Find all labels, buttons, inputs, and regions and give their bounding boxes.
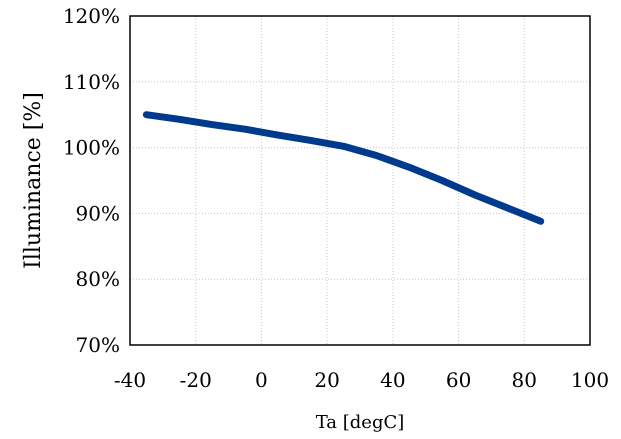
x-axis-title: Ta [degC]	[316, 412, 405, 433]
x-tick-label: 100	[571, 368, 609, 392]
x-tick-labels: -40 -20 0 20 40 60 80 100	[114, 368, 609, 392]
y-tick-label: 110%	[63, 70, 120, 94]
x-tick-label: -20	[180, 368, 212, 392]
y-tick-label: 120%	[63, 4, 120, 28]
y-tick-label: 90%	[76, 201, 120, 225]
gridlines	[129, 15, 591, 346]
x-tick-label: 60	[446, 368, 471, 392]
y-tick-label: 70%	[76, 333, 120, 357]
series-group	[142, 111, 545, 225]
x-tick-label: -40	[114, 368, 146, 392]
x-tick-label: 80	[512, 368, 537, 392]
x-tick-label: 20	[314, 368, 339, 392]
y-tick-label: 100%	[63, 136, 120, 160]
series-line	[142, 111, 545, 225]
y-tick-labels: 70% 80% 90% 100% 110% 120%	[63, 4, 120, 357]
y-tick-label: 80%	[76, 267, 120, 291]
x-tick-label: 40	[380, 368, 405, 392]
y-axis-title: Illuminance [%]	[21, 92, 46, 269]
plot-area-frame	[129, 15, 591, 346]
x-tick-label: 0	[255, 368, 268, 392]
